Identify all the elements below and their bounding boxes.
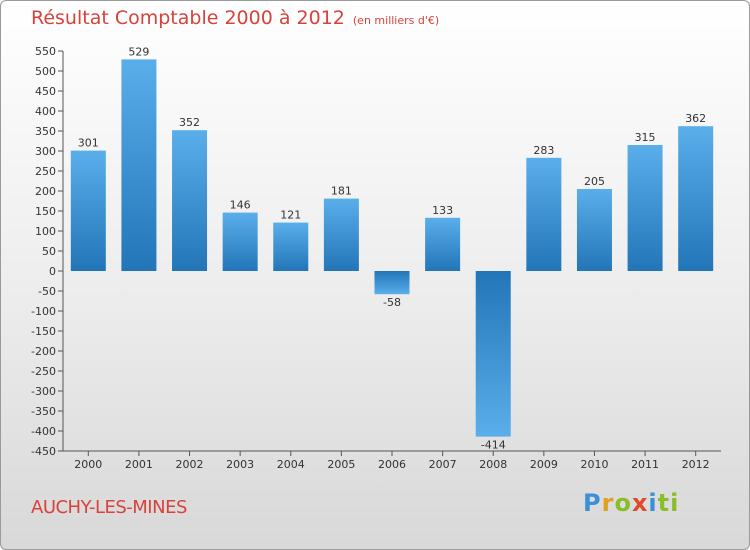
bar-2008 [475, 271, 511, 437]
bar-2011 [627, 145, 663, 271]
y-tick-label: 350 [35, 125, 56, 138]
y-tick-label: 200 [35, 185, 56, 198]
x-tick-label: 2006 [378, 458, 406, 471]
data-label-2000: 301 [78, 137, 99, 150]
y-tick-label: -250 [31, 365, 56, 378]
x-tick-label: 2010 [580, 458, 608, 471]
y-tick-label: 250 [35, 165, 56, 178]
data-label-2006: -58 [383, 296, 401, 309]
bar-2007 [425, 217, 461, 271]
x-tick-label: 2005 [327, 458, 355, 471]
y-tick-label: -50 [38, 285, 56, 298]
x-tick-label: 2007 [429, 458, 457, 471]
data-labels: 301 529 352 146 121 181 -58 133 -414 283 205 315 362 [78, 45, 706, 451]
data-label-2012: 362 [685, 112, 706, 125]
y-tick-label: 300 [35, 145, 56, 158]
x-tick-label: 2000 [74, 458, 102, 471]
proxiti-logo: Proxiti [583, 489, 680, 517]
x-tick-label: 2011 [631, 458, 659, 471]
y-tick-label: 50 [42, 245, 56, 258]
bar-2009 [526, 157, 562, 271]
bar-2006 [374, 271, 410, 295]
x-tick-label: 2004 [277, 458, 305, 471]
bars [70, 59, 714, 437]
x-tick-label: 2003 [226, 458, 254, 471]
y-tick-label: -300 [31, 385, 56, 398]
y-tick-label: 100 [35, 225, 56, 238]
x-tick-label: 2012 [682, 458, 710, 471]
y-tick-label: -200 [31, 345, 56, 358]
bar-2012 [678, 126, 714, 271]
data-label-2010: 205 [584, 175, 605, 188]
bar-2005 [323, 198, 359, 271]
x-tick-label: 2001 [125, 458, 153, 471]
y-tick-label: -450 [31, 445, 56, 458]
commune-name: AUCHY-LES-MINES [31, 497, 187, 518]
x-tick-label: 2008 [479, 458, 507, 471]
bar-2001 [121, 59, 157, 272]
y-tick-label: 150 [35, 205, 56, 218]
axes: -450 -400 -350 -300 -250 -200 -150 -100 -50 0 50 10… [31, 45, 721, 471]
y-tick-label: -100 [31, 305, 56, 318]
bar-2004 [273, 222, 309, 271]
y-tick-label: -150 [31, 325, 56, 338]
x-tick-label: 2002 [176, 458, 204, 471]
y-tick-label: 400 [35, 105, 56, 118]
bar-2000 [70, 150, 106, 271]
data-label-2008: -414 [481, 439, 506, 452]
data-label-2002: 352 [179, 116, 200, 129]
bar-2010 [576, 189, 612, 271]
y-tick-label: -400 [31, 425, 56, 438]
x-tick-label: 2009 [530, 458, 558, 471]
data-label-2003: 146 [230, 199, 251, 212]
data-label-2005: 181 [331, 185, 352, 198]
y-tick-label: 0 [49, 265, 56, 278]
data-label-2001: 529 [128, 45, 149, 58]
chart-title-text: Résultat Comptable 2000 à 2012 [31, 7, 345, 29]
y-tick-label: 550 [35, 45, 56, 58]
y-tick-label: 500 [35, 65, 56, 78]
bar-2002 [172, 130, 208, 271]
data-label-2004: 121 [280, 209, 301, 222]
y-tick-label: -350 [31, 405, 56, 418]
y-tick-label: 450 [35, 85, 56, 98]
chart-title: Résultat Comptable 2000 à 2012 (en millie… [31, 7, 439, 29]
data-label-2007: 133 [432, 204, 453, 217]
data-label-2011: 315 [635, 131, 656, 144]
bar-2003 [222, 212, 258, 271]
chart-subtitle: (en milliers d'€) [352, 14, 440, 27]
data-label-2009: 283 [533, 144, 554, 157]
